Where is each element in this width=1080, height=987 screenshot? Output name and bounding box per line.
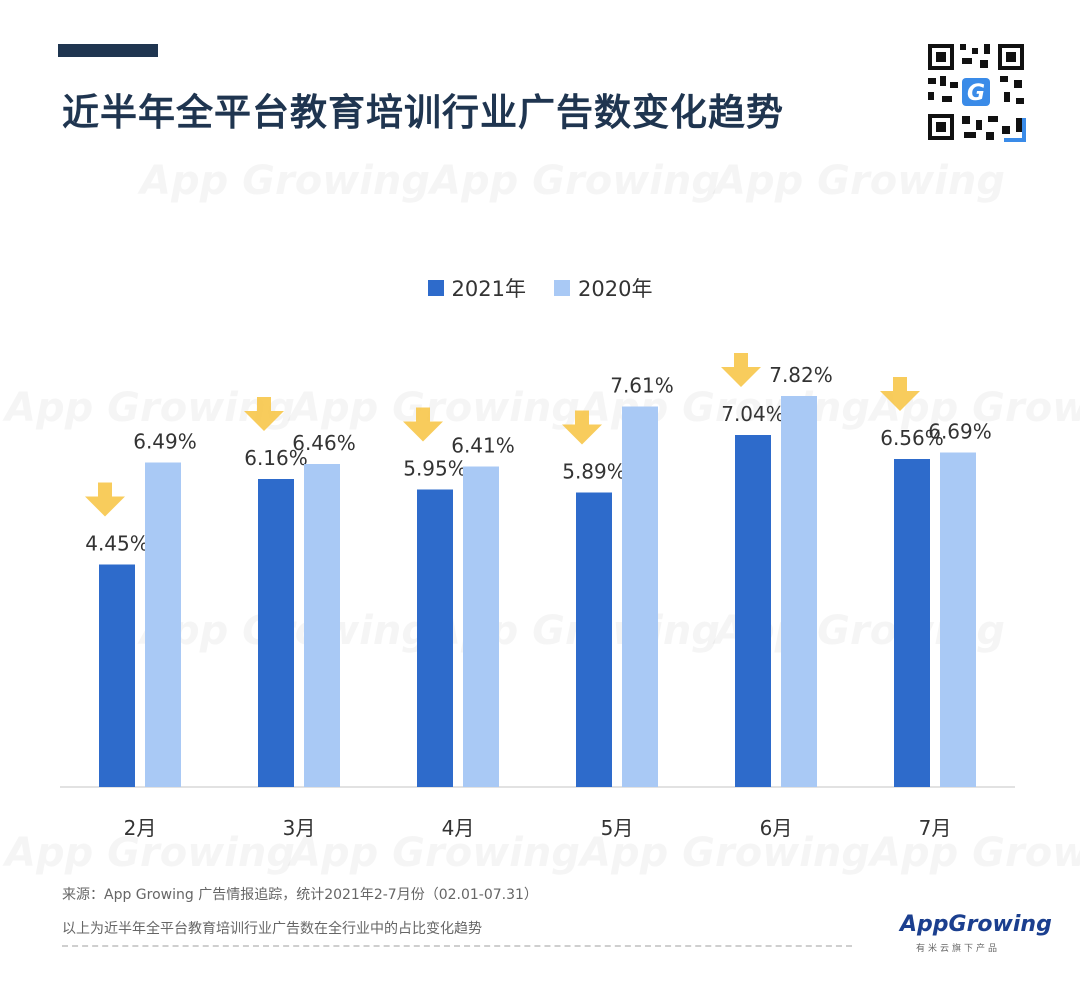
data-label-2021年-5月: 5.89%: [562, 460, 626, 484]
data-label-2021年-3月: 6.16%: [244, 446, 308, 470]
down-arrow-icon: [403, 407, 443, 442]
data-label-2020年-2月: 6.49%: [133, 430, 197, 454]
bar-2021年-2月: [99, 564, 135, 787]
data-label-2020年-5月: 7.61%: [610, 374, 674, 398]
source-note: 来源：App Growing 广告情报追踪，统计2021年2-7月份（02.01…: [62, 887, 538, 903]
bar-2021年-7月: [894, 459, 930, 787]
down-arrow-icon: [244, 397, 284, 431]
bar-2020年-4月: [463, 466, 499, 787]
bar-2021年-6月: [735, 435, 771, 787]
description-note: 以上为近半年全平台教育培训行业广告数在全行业中的占比变化趋势: [62, 921, 482, 937]
down-arrow-icon: [85, 482, 125, 517]
x-tick-label-7月: 7月: [919, 816, 952, 840]
data-label-2020年-3月: 6.46%: [292, 431, 356, 455]
bar-2020年-2月: [145, 462, 181, 787]
data-label-2020年-7月: 6.69%: [928, 420, 992, 444]
bar-2020年-6月: [781, 396, 817, 787]
bar-2020年-7月: [940, 452, 976, 787]
data-label-2021年-6月: 7.04%: [721, 402, 785, 426]
x-tick-label-4月: 4月: [442, 816, 475, 840]
down-arrow-icon: [562, 410, 602, 445]
footer-divider: [62, 945, 852, 947]
svg-text:G: G: [967, 81, 985, 106]
bar-2020年-5月: [622, 406, 658, 787]
legend-label-2020: 2020年: [578, 277, 653, 301]
down-arrow-icon: [721, 353, 761, 387]
data-label-2021年-7月: 6.56%: [880, 426, 944, 450]
x-tick-label-3月: 3月: [283, 816, 316, 840]
legend-label-2021: 2021年: [451, 277, 526, 301]
legend-swatch-2020: [554, 280, 570, 296]
bar-2021年-3月: [258, 479, 294, 787]
data-label-2020年-4月: 6.41%: [451, 434, 515, 458]
legend-item-2021: 2021年: [427, 273, 526, 303]
x-tick-label-2月: 2月: [124, 816, 157, 840]
brand-tagline: 有米云旗下产品: [916, 944, 1001, 954]
x-tick-label-5月: 5月: [601, 816, 634, 840]
bar-2021年-5月: [576, 492, 612, 787]
data-label-2020年-6月: 7.82%: [769, 363, 833, 387]
title-accent-bar: [58, 44, 158, 57]
x-tick-label-6月: 6月: [760, 816, 793, 840]
bar-2021年-4月: [417, 489, 453, 787]
down-arrow-icon: [880, 377, 920, 411]
chart-legend: 2021年 2020年: [0, 273, 1080, 303]
bar-2020年-3月: [304, 464, 340, 787]
legend-swatch-2021: [427, 280, 444, 296]
data-label-2021年-4月: 5.95%: [403, 457, 467, 481]
legend-item-2020: 2020年: [554, 273, 652, 303]
page-title: 近半年全平台教育培训行业广告数变化趋势: [62, 91, 784, 134]
brand-logo: AppGrowing: [900, 912, 1052, 937]
data-label-2021年-2月: 4.45%: [85, 532, 149, 556]
qr-code-icon: G: [924, 40, 1028, 144]
